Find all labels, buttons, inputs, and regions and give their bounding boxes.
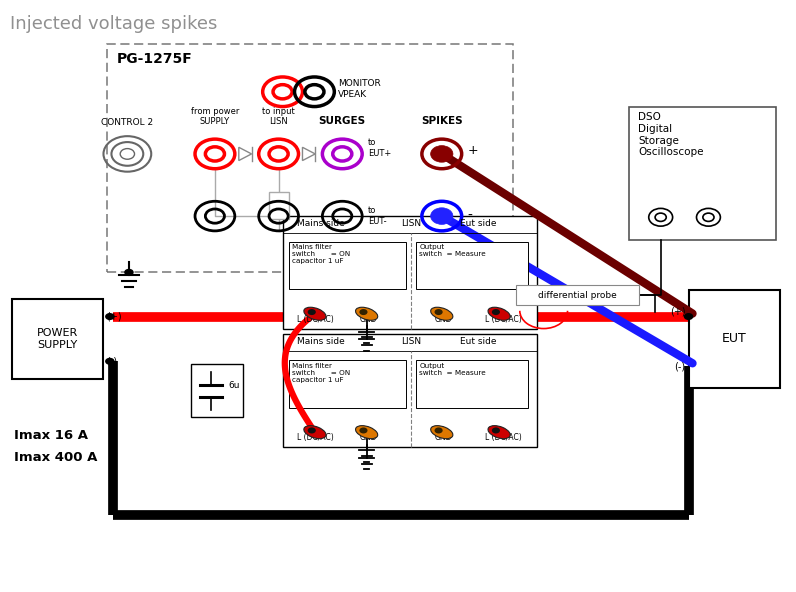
Text: POWER
SUPPLY: POWER SUPPLY xyxy=(37,328,78,350)
Text: Eut side: Eut side xyxy=(460,219,497,228)
Text: L (DC/AC): L (DC/AC) xyxy=(485,315,521,324)
Text: LISN: LISN xyxy=(401,219,421,228)
Text: SPIKES: SPIKES xyxy=(421,116,462,126)
Text: Imax 16 A: Imax 16 A xyxy=(14,429,88,442)
Text: (-): (-) xyxy=(674,361,685,371)
Bar xyxy=(283,334,537,447)
Text: to
EUT-: to EUT- xyxy=(368,207,386,226)
Text: SURGES: SURGES xyxy=(318,116,366,126)
Bar xyxy=(107,44,513,272)
Text: GND: GND xyxy=(359,433,377,442)
Circle shape xyxy=(684,313,693,320)
Circle shape xyxy=(431,208,453,224)
Text: Output
switch  = Measure: Output switch = Measure xyxy=(419,244,486,258)
Bar xyxy=(12,299,103,379)
Circle shape xyxy=(124,269,134,276)
Ellipse shape xyxy=(431,426,453,439)
Text: L (DC/AC): L (DC/AC) xyxy=(298,315,334,324)
Ellipse shape xyxy=(304,426,326,439)
Bar xyxy=(416,361,528,408)
Circle shape xyxy=(431,146,453,162)
Circle shape xyxy=(359,427,368,433)
Bar xyxy=(283,216,537,329)
Text: CONTROL 2: CONTROL 2 xyxy=(101,118,154,127)
Text: Imax 400 A: Imax 400 A xyxy=(14,451,98,464)
Text: GND: GND xyxy=(435,315,452,324)
Text: Injected voltage spikes: Injected voltage spikes xyxy=(10,15,217,33)
Text: L (DC/AC): L (DC/AC) xyxy=(485,433,521,442)
Circle shape xyxy=(105,358,115,365)
Text: LISN: LISN xyxy=(401,337,421,346)
Text: +: + xyxy=(467,144,478,157)
Circle shape xyxy=(359,309,368,315)
Text: (+): (+) xyxy=(669,307,685,317)
Text: DSO
Digital
Storage
Oscilloscope: DSO Digital Storage Oscilloscope xyxy=(638,112,704,157)
Bar xyxy=(191,364,243,417)
Ellipse shape xyxy=(356,426,378,439)
Circle shape xyxy=(435,309,443,315)
Bar xyxy=(516,285,639,305)
Text: GND: GND xyxy=(435,433,452,442)
Text: EUT: EUT xyxy=(722,333,747,345)
Ellipse shape xyxy=(356,307,378,320)
Text: -: - xyxy=(467,209,472,223)
Text: differential probe: differential probe xyxy=(538,291,617,300)
Circle shape xyxy=(435,427,443,433)
Ellipse shape xyxy=(488,426,510,439)
Text: MONITOR
VPEAK: MONITOR VPEAK xyxy=(338,79,381,98)
Circle shape xyxy=(105,313,115,320)
Text: to input
LISN: to input LISN xyxy=(262,107,295,126)
Bar xyxy=(289,242,406,289)
Circle shape xyxy=(308,427,316,433)
Circle shape xyxy=(492,309,500,315)
Ellipse shape xyxy=(304,307,326,320)
Bar xyxy=(689,290,780,388)
Text: Mains side: Mains side xyxy=(297,337,345,346)
Circle shape xyxy=(492,427,500,433)
Text: L (DC/AC): L (DC/AC) xyxy=(298,433,334,442)
Text: 6u: 6u xyxy=(228,381,240,391)
Text: (+): (+) xyxy=(106,311,122,321)
Text: from power
SUPPLY: from power SUPPLY xyxy=(191,107,239,126)
Ellipse shape xyxy=(488,307,510,320)
Text: Eut side: Eut side xyxy=(460,337,497,346)
Bar xyxy=(269,192,289,219)
Text: Mains filter
switch       = ON
capacitor 1 uF: Mains filter switch = ON capacitor 1 uF xyxy=(292,363,350,382)
Text: PG-1275F: PG-1275F xyxy=(117,52,193,66)
Circle shape xyxy=(308,309,316,315)
Text: Output
switch  = Measure: Output switch = Measure xyxy=(419,363,486,376)
Bar xyxy=(416,242,528,289)
Text: Mains filter
switch       = ON
capacitor 1 uF: Mains filter switch = ON capacitor 1 uF xyxy=(292,244,350,264)
Text: Mains side: Mains side xyxy=(297,219,345,228)
Bar xyxy=(289,361,406,408)
Text: (-): (-) xyxy=(106,356,117,366)
Bar xyxy=(629,107,776,240)
Ellipse shape xyxy=(431,307,453,320)
Text: to
EUT+: to EUT+ xyxy=(368,139,391,157)
Text: GND: GND xyxy=(359,315,377,324)
